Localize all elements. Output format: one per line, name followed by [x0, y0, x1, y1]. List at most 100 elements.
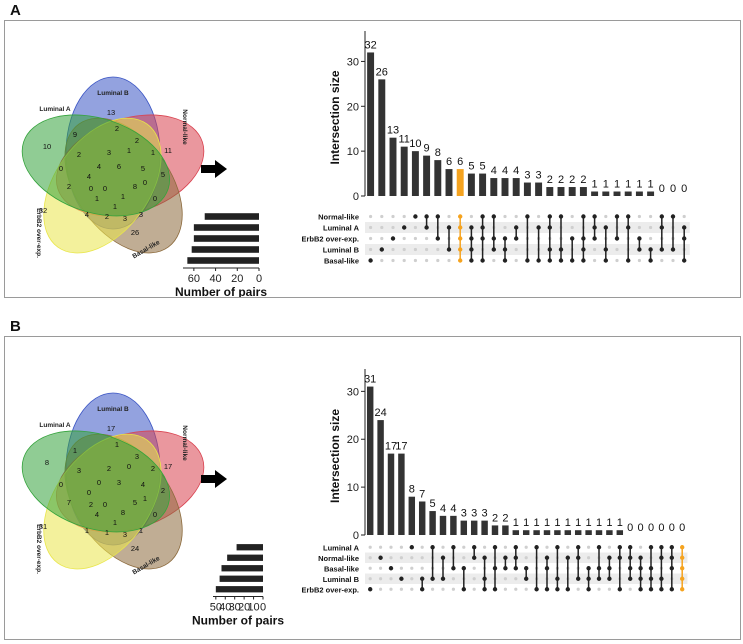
matrix-dot — [603, 247, 608, 252]
matrix-dot — [670, 247, 676, 252]
venn-region-value: 2 — [89, 500, 93, 509]
matrix-dot-empty — [503, 225, 507, 230]
matrix-dot — [524, 566, 529, 571]
bar-value-label: 26 — [376, 66, 388, 78]
bar-value-label: 1 — [586, 517, 592, 529]
matrix-dot — [596, 576, 602, 581]
matrix-dot — [628, 555, 633, 560]
venn-set-label: Normal-like — [181, 109, 188, 145]
matrix-dot-empty — [410, 566, 414, 570]
matrix-dot — [402, 225, 407, 230]
matrix-dot-empty — [441, 587, 445, 591]
matrix-dot — [638, 566, 643, 571]
matrix-dot-empty — [391, 214, 395, 219]
venn-region-value: 31 — [39, 522, 47, 531]
venn-region-value: 1 — [115, 440, 119, 449]
bar-value-label: 8 — [409, 484, 415, 496]
panel-a: Luminal A Luminal B Normal-like Basal-like E… — [4, 20, 741, 299]
y-tick-label: 20 — [347, 434, 359, 446]
bar-value-label: 3 — [536, 170, 542, 182]
matrix-dot — [525, 258, 530, 263]
matrix-dot — [576, 576, 581, 581]
matrix-dot — [446, 225, 452, 230]
matrix-dot — [659, 555, 664, 560]
bar — [502, 525, 509, 535]
bar — [546, 187, 554, 196]
matrix-dot-empty — [637, 225, 642, 230]
bar-value-label: 5 — [468, 161, 474, 173]
set-size-bar — [236, 544, 263, 551]
matrix-dot — [628, 545, 633, 550]
matrix-dot-empty — [628, 587, 632, 591]
matrix-dot-empty — [472, 577, 476, 581]
set-size-tick-label: 0 — [260, 602, 266, 614]
matrix-dot — [503, 555, 508, 560]
venn-region-value: 10 — [43, 142, 51, 151]
matrix-dot — [514, 225, 519, 230]
matrix-dot-empty — [514, 214, 518, 219]
matrix-dot — [659, 576, 664, 581]
bar-value-label: 9 — [424, 143, 430, 155]
matrix-dot — [368, 258, 373, 263]
matrix-dot — [617, 587, 622, 592]
set-size-bar — [219, 575, 263, 582]
matrix-dot — [534, 545, 539, 550]
bar — [387, 453, 395, 535]
venn-region-value: 7 — [67, 498, 71, 507]
matrix-dot-empty — [391, 225, 395, 230]
bar-value-label: 1 — [575, 517, 581, 529]
set-size-bar — [215, 586, 263, 593]
matrix-dot-empty — [587, 545, 591, 549]
set-size-tick-label: 30 — [229, 602, 241, 614]
matrix-dot — [413, 214, 418, 219]
matrix-dot-empty — [607, 587, 612, 591]
bar-value-label: 1 — [606, 517, 612, 529]
matrix-dot — [581, 258, 586, 263]
bar-value-label: 1 — [565, 517, 571, 529]
matrix-dot-empty — [514, 587, 518, 591]
venn-region-value: 3 — [139, 210, 143, 219]
bar-value-label: 5 — [480, 161, 486, 173]
venn-region-value: 1 — [113, 202, 117, 211]
bar — [439, 515, 447, 535]
bar-value-label: 31 — [364, 374, 376, 386]
matrix-dot-empty — [597, 587, 601, 591]
bar-value-label: 8 — [435, 147, 441, 159]
venn-region-value: 32 — [39, 206, 47, 215]
matrix-dot-empty — [425, 236, 429, 241]
matrix-dot-empty — [436, 247, 440, 252]
matrix-dot — [469, 225, 474, 230]
matrix-dot-empty — [368, 556, 372, 560]
venn-region-value: 0 — [153, 194, 157, 203]
matrix-dot — [492, 587, 498, 592]
matrix-dot-empty — [649, 214, 653, 219]
bar — [423, 155, 431, 196]
bar — [501, 178, 509, 196]
matrix-dot-empty — [503, 214, 507, 219]
set-name-label: Luminal B — [323, 246, 360, 255]
bar-value-label: 7 — [419, 488, 425, 500]
bar — [512, 178, 520, 196]
venn-set-label: Luminal B — [97, 406, 129, 413]
matrix-dot — [669, 566, 674, 571]
matrix-dot-empty — [472, 566, 476, 570]
matrix-dot — [558, 258, 564, 263]
matrix-dot — [558, 214, 564, 219]
bar-value-label: 17 — [385, 441, 397, 453]
bar-value-label: 1 — [513, 517, 519, 529]
venn-region-value: 1 — [127, 146, 131, 155]
matrix-dot-empty — [514, 577, 518, 581]
bar — [602, 191, 610, 196]
matrix-dot — [368, 587, 373, 592]
matrix-dot — [536, 258, 541, 263]
bar-value-label: 4 — [502, 165, 508, 177]
bar-value-label: 6 — [446, 156, 452, 168]
matrix-dot-empty — [447, 214, 451, 219]
set-size-bar — [204, 213, 259, 220]
matrix-dot — [607, 566, 612, 571]
bar-value-label: 1 — [648, 179, 654, 191]
matrix-dot-empty — [413, 236, 417, 241]
matrix-dot — [409, 545, 414, 550]
matrix-dot — [472, 545, 477, 550]
matrix-dot — [514, 236, 519, 241]
